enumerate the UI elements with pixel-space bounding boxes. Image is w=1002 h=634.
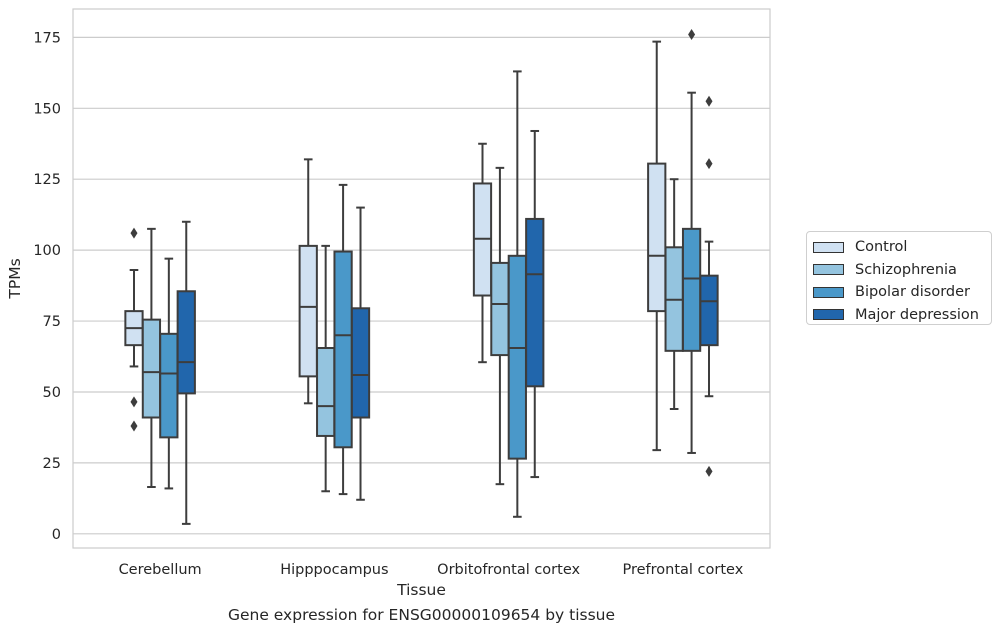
- box-iqr: [316, 347, 336, 437]
- y-tick-label: 125: [33, 172, 61, 188]
- x-tick-label: Hipppocampus: [280, 562, 388, 578]
- legend-label-control: Control: [855, 239, 908, 256]
- y-tick-label: 0: [52, 527, 61, 543]
- legend-item-bipolar-disorder: Bipolar disorder: [813, 281, 991, 304]
- box-major-depression-orbitofrontal-cortex: [525, 129, 545, 479]
- legend-item-control: Control: [813, 236, 991, 259]
- legend-swatch-control: [813, 241, 844, 253]
- plot-area: [124, 29, 719, 525]
- box-bipolar-disorder-prefrontal-cortex: [681, 29, 702, 454]
- legend-label-bipolar-disorder: Bipolar disorder: [855, 284, 970, 301]
- y-tick-label: 25: [43, 456, 61, 472]
- box-iqr: [647, 162, 667, 313]
- legend: Control Schizophrenia Bipolar disorder M…: [806, 231, 992, 325]
- box-iqr: [176, 290, 196, 395]
- legend-item-major-depression: Major depression: [813, 304, 991, 327]
- legend-swatch-bipolar-disorder: [813, 286, 844, 298]
- legend-label-schizophrenia: Schizophrenia: [855, 261, 957, 278]
- x-tick-label: Orbitofrontal cortex: [437, 562, 580, 578]
- legend-swatch-major-depression: [813, 309, 844, 321]
- box-schizophrenia-hipppocampus: [316, 244, 336, 493]
- box-schizophrenia-cerebellum: [141, 227, 162, 489]
- outlier-point: [130, 227, 138, 239]
- box-schizophrenia-orbitofrontal-cortex: [490, 166, 510, 486]
- box-iqr: [141, 318, 162, 419]
- y-axis-label: TPMs: [6, 258, 24, 299]
- x-axis-label: Tissue: [396, 581, 446, 599]
- box-iqr: [507, 254, 527, 460]
- box-major-depression-cerebellum: [176, 220, 196, 525]
- chart-caption: Gene expression for ENSG00000109654 by t…: [227, 606, 616, 624]
- y-tick-label: 100: [33, 243, 61, 259]
- outlier-point: [705, 465, 713, 477]
- box-schizophrenia-prefrontal-cortex: [664, 178, 684, 410]
- x-axis-ticks: Cerebellum Hipppocampus Orbitofrontal cort…: [119, 562, 744, 578]
- box-iqr: [298, 244, 318, 378]
- box-bipolar-disorder-orbitofrontal-cortex: [507, 70, 527, 518]
- outlier-point: [705, 95, 713, 107]
- box-iqr: [333, 250, 353, 449]
- y-tick-label: 75: [43, 314, 61, 330]
- outlier-point: [130, 420, 138, 432]
- legend-swatch-schizophrenia: [813, 264, 844, 276]
- x-tick-label: Prefrontal cortex: [622, 562, 743, 578]
- y-axis-ticks: 0 25 50 75 100 125 150 175: [33, 30, 61, 542]
- y-tick-label: 150: [33, 101, 61, 117]
- box-control-orbitofrontal-cortex: [472, 142, 493, 364]
- y-tick-label: 50: [43, 385, 61, 401]
- box-iqr: [525, 217, 545, 388]
- box-major-depression-prefrontal-cortex: [699, 95, 719, 477]
- y-tick-label: 175: [33, 30, 61, 46]
- box-control-prefrontal-cortex: [647, 40, 667, 452]
- axes-frame: [72, 8, 771, 549]
- box-iqr: [350, 307, 371, 419]
- x-tick-label: Cerebellum: [119, 562, 202, 578]
- box-iqr: [699, 274, 719, 347]
- legend-item-schizophrenia: Schizophrenia: [813, 259, 991, 282]
- box-iqr: [159, 332, 179, 439]
- box-major-depression-hipppocampus: [350, 206, 371, 501]
- legend-label-major-depression: Major depression: [855, 306, 979, 323]
- outlier-point: [130, 396, 138, 408]
- outlier-point: [688, 29, 696, 41]
- box-bipolar-disorder-cerebellum: [159, 257, 179, 490]
- box-iqr: [681, 227, 702, 352]
- outlier-point: [705, 158, 713, 170]
- box-control-cerebellum: [124, 227, 144, 432]
- box-iqr: [490, 261, 510, 357]
- box-bipolar-disorder-hipppocampus: [333, 183, 353, 496]
- box-control-hipppocampus: [298, 158, 318, 405]
